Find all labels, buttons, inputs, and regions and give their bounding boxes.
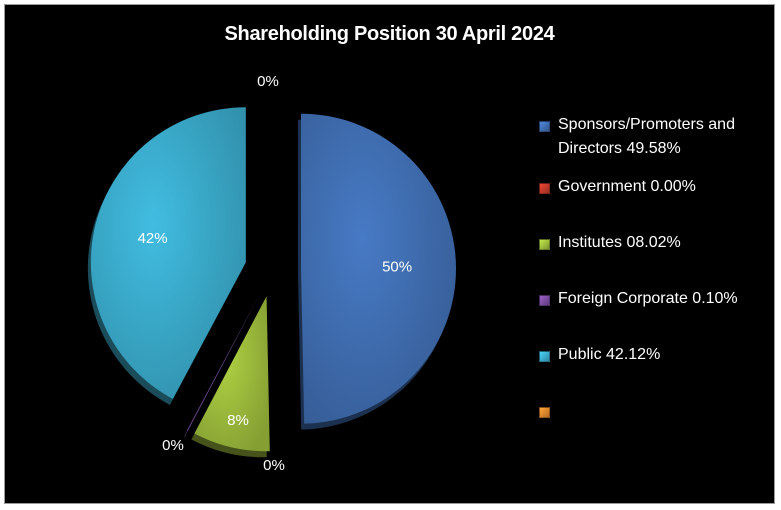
pie-slice-sponsors-promoters-and-directors-49-58	[300, 113, 456, 424]
pie-slice-public-42-12	[90, 107, 246, 399]
data-label-sponsors-promoters-and-directors-49-58: 50%	[382, 259, 412, 276]
legend-label-institutes-08-02: Institutes 08.02%	[558, 234, 681, 251]
legend-label-public-42-12: Public 42.12%	[558, 346, 661, 363]
data-label-unlabeled: 0%	[263, 457, 285, 474]
data-label-government-0-00: 0%	[257, 73, 279, 90]
chart-frame: Shareholding Position 30 April 2024 50% 0…	[4, 4, 775, 504]
pie-chart: 50% 0% 8% 0% 42% 0%	[87, 73, 456, 474]
legend-item-foreign-corporate-0-10: Foreign Corporate 0.10%	[539, 287, 770, 311]
legend-swatch-public-42-12	[539, 351, 550, 362]
data-label-institutes-08-02: 8%	[227, 412, 249, 429]
chart-title: Shareholding Position 30 April 2024	[224, 23, 555, 45]
legend-item-government-0-00: Government 0.00%	[539, 175, 770, 199]
pie-slice-foreign-corporate-0-10	[186, 293, 260, 431]
legend-swatch-institutes-08-02	[539, 239, 550, 250]
legend-item-institutes-08-02: Institutes 08.02%	[539, 231, 770, 255]
legend-label-foreign-corporate-0-10: Foreign Corporate 0.10%	[558, 290, 738, 307]
data-label-foreign-corporate-0-10: 0%	[162, 437, 184, 454]
legend-label-government-0-00: Government 0.00%	[558, 178, 696, 195]
legend-swatch-government-0-00	[539, 183, 550, 194]
legend-item-unlabeled	[539, 399, 770, 418]
legend-label-sponsors-promoters-and-directors-49-58: Sponsors/Promoters and Directors 49.58%	[558, 116, 735, 157]
pie-slice-institutes-08-02	[194, 296, 270, 452]
legend-swatch-sponsors-promoters-and-directors-49-58	[539, 121, 550, 132]
legend-swatch-foreign-corporate-0-10	[539, 295, 550, 306]
data-label-public-42-12: 42%	[138, 230, 168, 247]
legend-item-sponsors-promoters-and-directors-49-58: Sponsors/Promoters and Directors 49.58%	[539, 113, 770, 161]
legend-swatch-unlabeled	[539, 407, 550, 418]
legend-item-public-42-12: Public 42.12%	[539, 343, 770, 367]
